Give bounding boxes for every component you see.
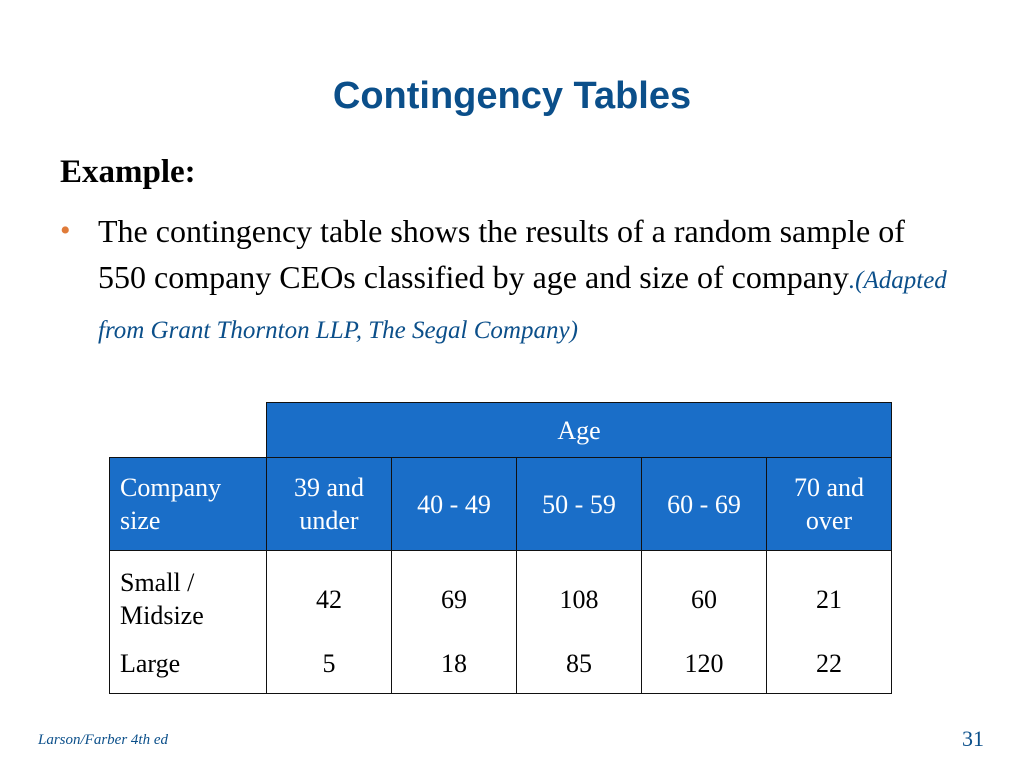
column-header: 70 and over [766,457,892,551]
footer-source: Larson/Farber 4th ed [38,732,169,748]
bullet-citation: .(Adapted from Grant Thornton LLP, The S… [98,267,947,344]
column-header: 50 - 59 [516,457,642,551]
table-cell: 108 [516,550,642,647]
table-cell: 60 [641,550,767,647]
bullet-main-text: The contingency table shows the results … [98,213,905,295]
table-cell: 69 [391,550,517,647]
row-header-label: Company size [109,457,267,551]
table-group-header-row: Age [109,402,892,458]
table-cell: 120 [641,647,767,694]
bullet-text: The contingency table shows the results … [98,208,948,354]
contingency-table: Age Company size 39 and under 40 - 49 50… [109,402,892,694]
bullet-dot-icon: • [60,214,71,247]
column-header: 39 and under [266,457,392,551]
table-column-header-row: Company size 39 and under 40 - 49 50 - 5… [109,457,892,551]
table-cell: 18 [391,647,517,694]
column-header: 40 - 49 [391,457,517,551]
table-corner-cell [109,402,267,458]
table-cell: 21 [766,550,892,647]
table-row: Large 5 18 85 120 22 [109,647,892,694]
age-group-header: Age [266,402,892,458]
row-label: Large [109,647,267,694]
column-header: 60 - 69 [641,457,767,551]
page-number: 31 [962,726,984,751]
table-row: Small / Midsize 42 69 108 60 21 [109,550,892,647]
slide-title: Contingency Tables [332,75,692,117]
table-cell: 5 [266,647,392,694]
table-cell: 85 [516,647,642,694]
table-cell: 22 [766,647,892,694]
table-cell: 42 [266,550,392,647]
example-label: Example: [60,154,196,190]
row-label: Small / Midsize [109,550,267,647]
